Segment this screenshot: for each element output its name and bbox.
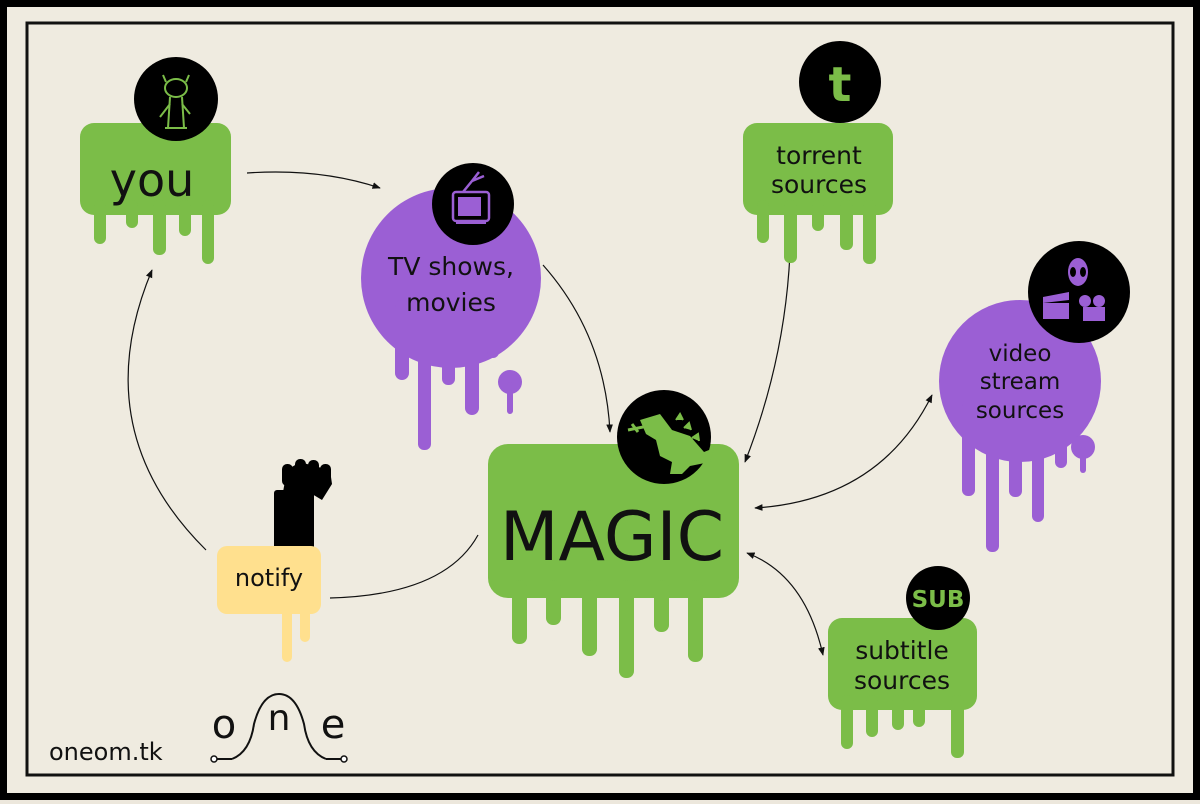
site-url: oneom.tk [49, 738, 163, 766]
svg-text:t: t [829, 57, 852, 113]
line-magic-to-notify [329, 534, 479, 599]
node-label-line1: video [989, 341, 1052, 367]
arrow-tv-to-magic [542, 264, 613, 433]
node-magic: MAGIC [488, 390, 739, 678]
logo-letter-e: e [321, 702, 346, 748]
drip-shape [828, 618, 977, 758]
drip-shape [217, 546, 321, 662]
node-notify: notify [217, 459, 332, 662]
one-logo: o n e [210, 692, 348, 763]
drip-shape [939, 300, 1101, 552]
arrow-magic-video [754, 394, 933, 511]
logo-letter-o: o [212, 702, 236, 748]
drip-shape [80, 123, 231, 264]
cartoon-character-icon [134, 57, 218, 141]
arrow-magic-subtitle [746, 552, 825, 656]
node-label-line2: sources [771, 170, 867, 199]
tv-icon [432, 163, 514, 245]
node-label-line1: subtitle [855, 636, 949, 665]
godzilla-icon [617, 390, 714, 484]
node-label: MAGIC [500, 498, 724, 577]
node-label: you [110, 153, 195, 207]
node-subtitle-sources: subtitle sources SUB [828, 566, 977, 758]
node-label-line2: movies [406, 288, 496, 317]
node-label-line2: stream [980, 369, 1061, 395]
connectors [127, 171, 933, 656]
arrow-notify-to-you [127, 269, 207, 551]
drip-shape [488, 444, 739, 678]
node-label-line1: torrent [776, 141, 862, 170]
node-tv-shows: TV shows, movies [361, 163, 541, 450]
torrent-t-icon: t [799, 41, 881, 123]
node-you: you [80, 57, 231, 264]
drip-shape [743, 123, 893, 264]
logo-letter-n: n [268, 698, 291, 739]
node-label-line3: sources [976, 398, 1064, 424]
subtitle-sub-icon: SUB [906, 566, 970, 630]
node-label-line2: sources [854, 666, 950, 695]
alien-clapperboard-projector-icon [1028, 241, 1130, 343]
arrow-you-to-tv [246, 171, 381, 189]
node-label-line1: TV shows, [387, 252, 514, 281]
node-label: notify [235, 564, 303, 592]
inner-frame [25, 21, 1175, 777]
node-torrent-sources: torrent sources t [743, 41, 893, 264]
svg-text:SUB: SUB [912, 587, 965, 613]
node-video-stream-sources: video stream sources [939, 241, 1130, 552]
raised-fist-icon [274, 459, 332, 552]
